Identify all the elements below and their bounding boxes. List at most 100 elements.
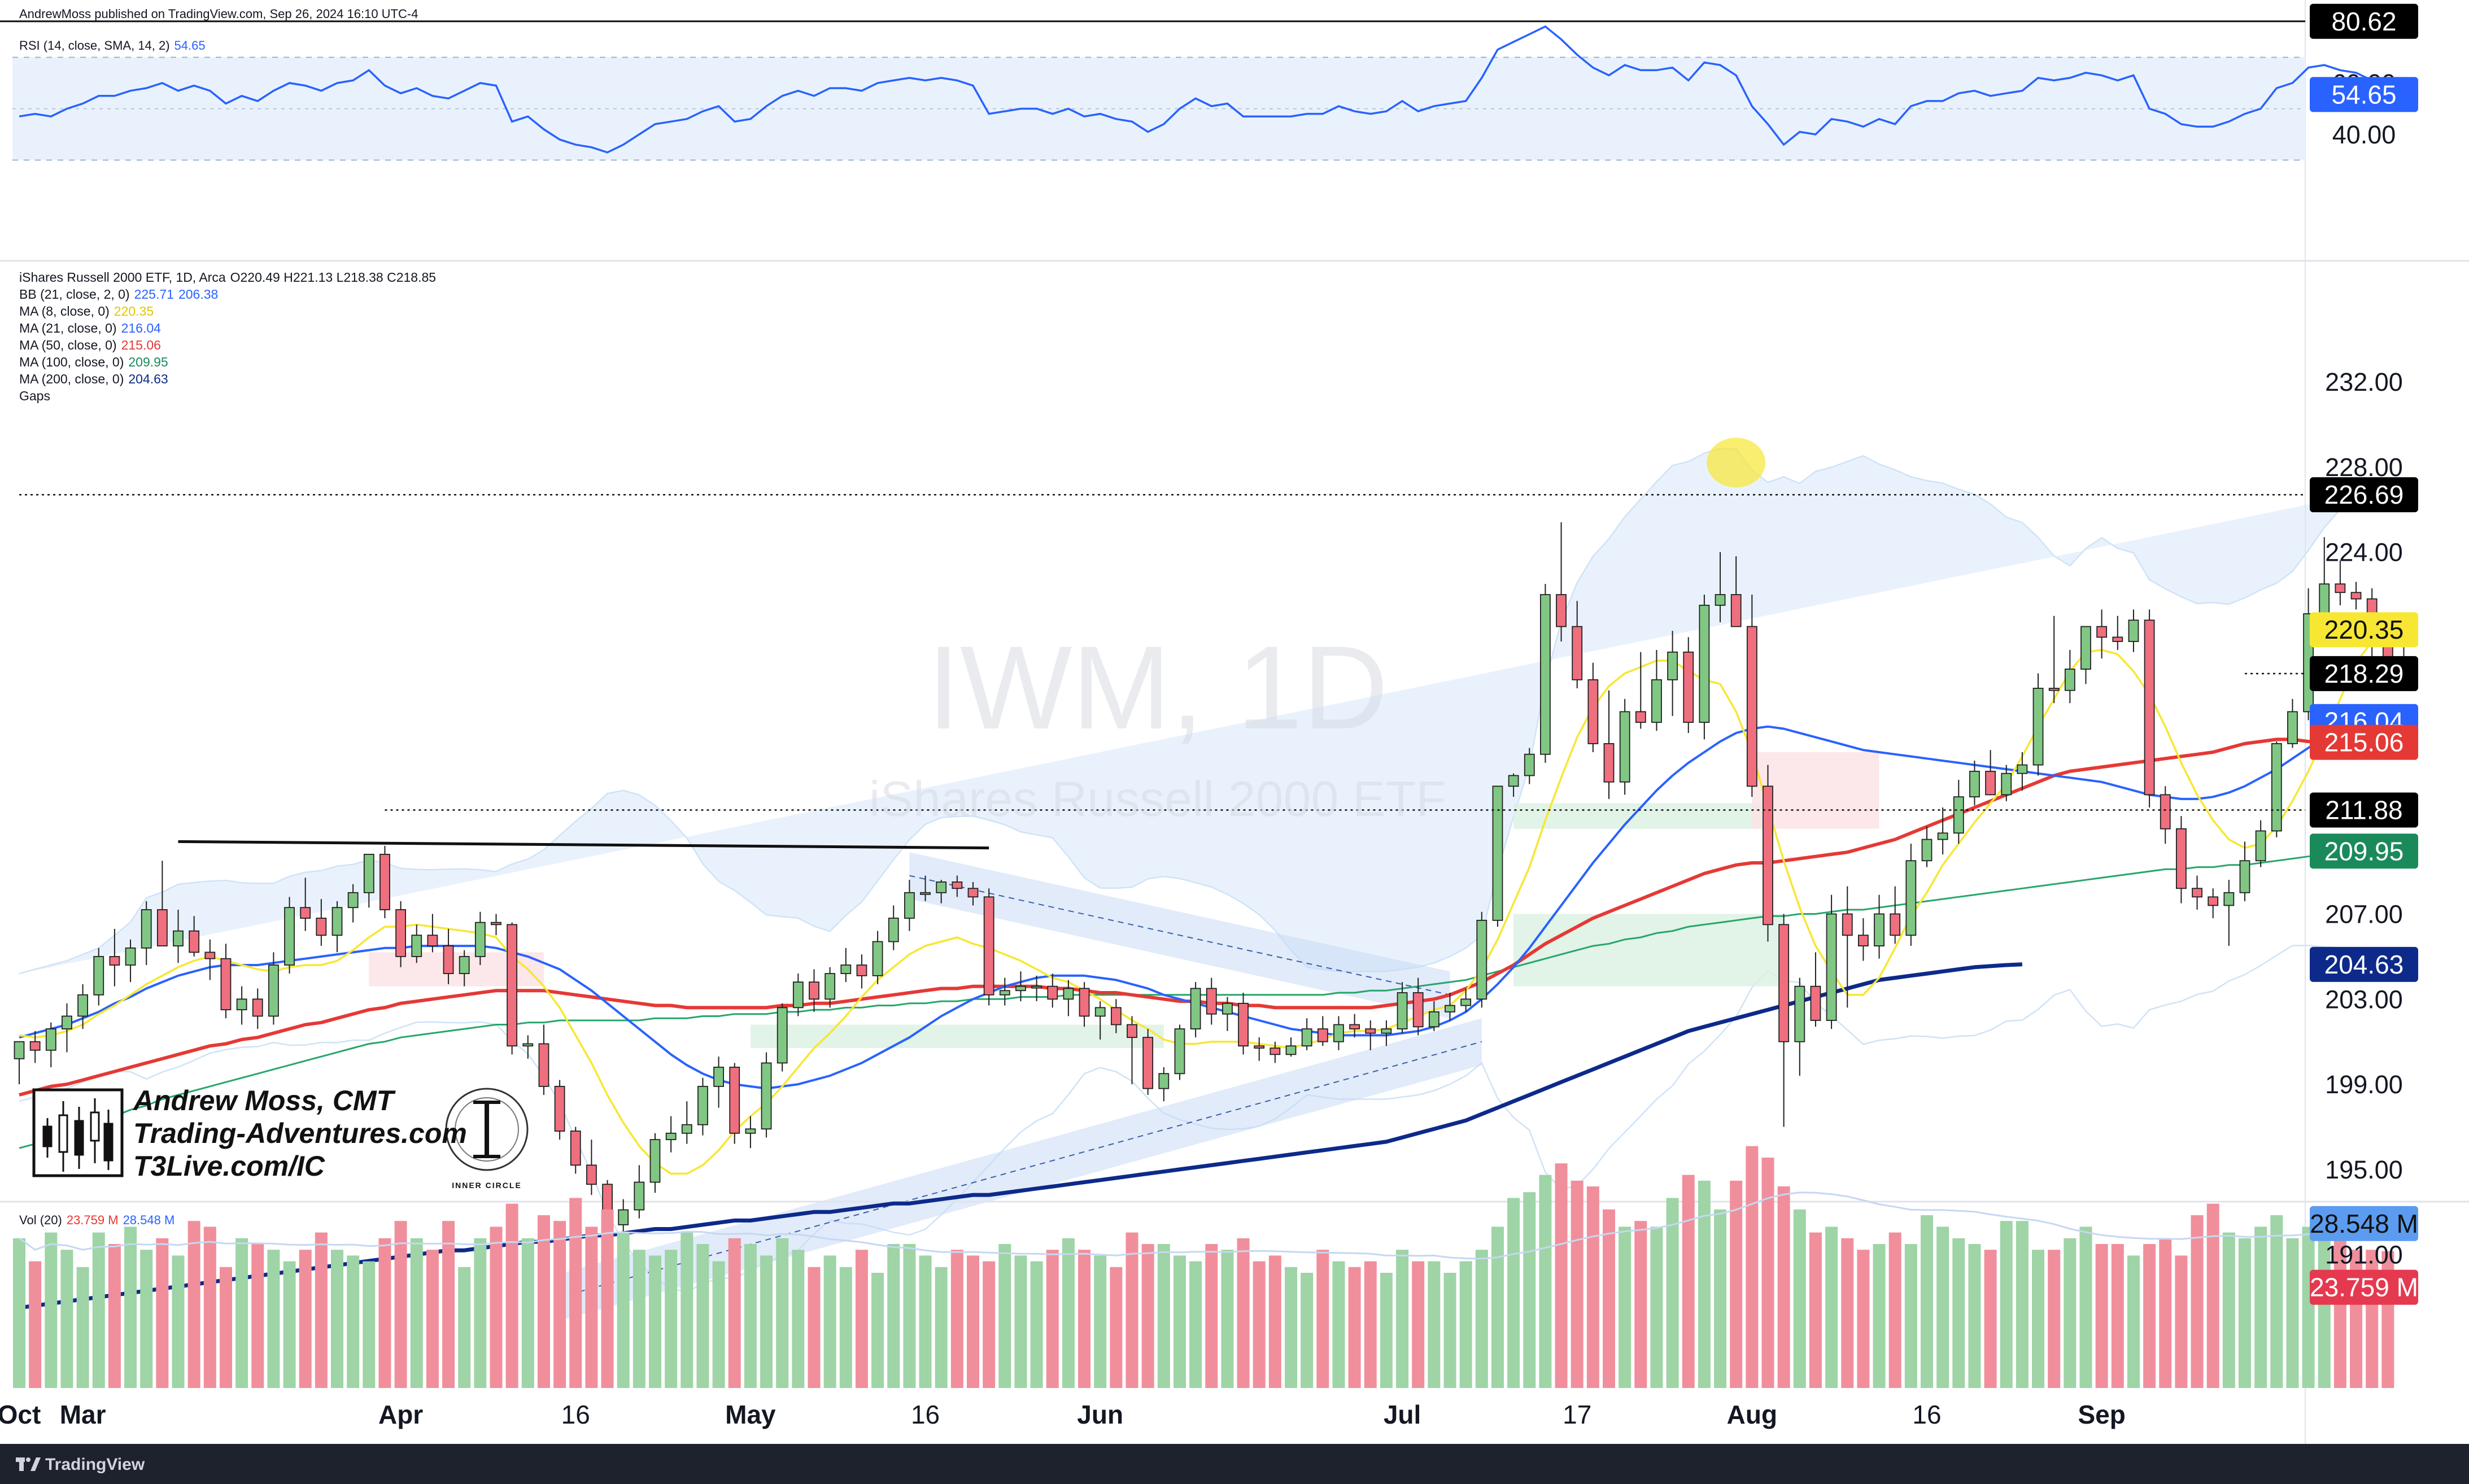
volume-bars [13, 1146, 2394, 1388]
volume-bar [426, 1250, 439, 1388]
candle-body [156, 909, 168, 946]
candle-body [1524, 753, 1535, 776]
symbol-legend-row[interactable]: iShares Russell 2000 ETF, 1D, Arca O220.4… [19, 269, 436, 286]
ma50-legend-row[interactable]: MA (50, close, 0) 215.06 [19, 337, 436, 353]
candle-body [2080, 626, 2091, 670]
candle-body [1857, 935, 1869, 946]
ma21-legend-row[interactable]: MA (21, close, 0) 216.04 [19, 320, 436, 337]
volume-bar [728, 1238, 741, 1388]
volume-bar [903, 1244, 916, 1388]
volume-bar [1491, 1227, 1504, 1388]
volume-bar [1682, 1175, 1695, 1388]
rsi-tag-current-text: 54.65 [2331, 80, 2396, 109]
volume-bar [2000, 1221, 2013, 1388]
candle-body [141, 909, 152, 949]
volume-bar [1173, 1255, 1186, 1388]
price-tag-6-bg [2310, 833, 2418, 869]
time-label: Aug [1727, 1400, 1777, 1429]
time-label: 16 [911, 1400, 940, 1429]
candle-body [665, 1132, 677, 1141]
candle-body [1190, 988, 1201, 1029]
rsi-tick-label: 40.00 [2332, 120, 2396, 149]
volume-bar [569, 1198, 582, 1388]
volume-tag-ma-bg [2310, 1206, 2418, 1241]
candle-body [1810, 985, 1821, 1021]
candle-body [2112, 636, 2123, 642]
candle-body [1667, 651, 1678, 680]
volume-bar [172, 1255, 185, 1388]
volume-bar [935, 1267, 948, 1388]
volume-bar [1904, 1244, 1917, 1388]
highlight-circle [1707, 438, 1766, 488]
candle-body [1301, 1028, 1312, 1047]
volume-bar [1603, 1209, 1615, 1388]
publisher-line: AndrewMoss published on TradingView.com,… [19, 7, 418, 21]
candle-body [888, 918, 899, 942]
price-tag-7-text: 204.63 [2324, 950, 2404, 979]
candle-body [1699, 604, 1710, 723]
candle-body [1683, 651, 1694, 723]
candle-body [1953, 796, 1964, 834]
volume-tag-current-bg [2310, 1269, 2418, 1305]
candle-body [1937, 832, 1948, 840]
volume-bar [1443, 1273, 1456, 1388]
volume-bar [1523, 1192, 1536, 1388]
volume-bar [680, 1232, 693, 1388]
candle-body [1079, 988, 1090, 1017]
volume-bar [1316, 1250, 1329, 1388]
candle-body [936, 881, 947, 893]
candle-body [252, 998, 263, 1017]
candle-body [14, 1041, 25, 1059]
candle-body [1445, 1005, 1455, 1012]
candle-body [379, 854, 390, 910]
candle-body [1572, 626, 1583, 680]
time-label: 16 [561, 1400, 590, 1429]
candle-body [1619, 711, 1630, 783]
candle-body [2048, 687, 2060, 691]
rsi-tag-max-bg [2310, 3, 2418, 39]
volume-bar [1857, 1250, 1870, 1388]
candle-body [2192, 888, 2202, 898]
ma100-label: MA (100, close, 0) [19, 355, 124, 369]
gaps-legend-row[interactable]: Gaps [19, 387, 436, 404]
ma100-legend-row[interactable]: MA (100, close, 0) 209.95 [19, 353, 436, 370]
candle-body [649, 1139, 661, 1183]
gap-zone-1 [750, 1024, 1164, 1049]
annotations: INNER CIRCLE [32, 438, 1766, 1190]
volume-bar [187, 1221, 200, 1388]
volume-bar [1189, 1261, 1202, 1388]
candle-body [2017, 764, 2028, 774]
time-label: Apr [378, 1400, 423, 1429]
volume-bar [45, 1232, 58, 1388]
volume-bar [2064, 1238, 2077, 1388]
candle-body [474, 922, 486, 957]
candle-body [1921, 839, 1933, 862]
volume-bar [1332, 1261, 1345, 1388]
ma50-line [19, 737, 2340, 1097]
volume-bar [140, 1250, 153, 1388]
volume-bar [1952, 1238, 1965, 1388]
candle-body [586, 1164, 597, 1185]
candle-body [1397, 992, 1408, 1029]
candle-body [1238, 1002, 1249, 1047]
gaps-label: Gaps [19, 389, 50, 403]
price-tick-label: 232.00 [2325, 368, 2403, 396]
volume-bar [490, 1227, 503, 1388]
ma200-label: MA (200, close, 0) [19, 372, 124, 386]
volume-bar [1268, 1255, 1281, 1388]
brand-line-1: Andrew Moss, CMT [133, 1085, 394, 1116]
candle-body [93, 956, 104, 996]
bb-legend-row[interactable]: BB (21, close, 2, 0) 225.71 206.38 [19, 286, 436, 303]
ma200-legend-row[interactable]: MA (200, close, 0) 204.63 [19, 370, 436, 387]
volume-bar [124, 1227, 137, 1388]
volume-bar [1078, 1250, 1091, 1388]
ma8-legend-row[interactable]: MA (8, close, 0) 220.35 [19, 303, 436, 320]
bb-lower-value: 206.38 [178, 287, 219, 302]
candle-body [173, 930, 184, 946]
volume-bar [1507, 1198, 1520, 1388]
volume-bar [315, 1232, 328, 1388]
candle-body [331, 907, 343, 936]
candle-body [967, 888, 979, 898]
volume-bar [632, 1250, 645, 1388]
